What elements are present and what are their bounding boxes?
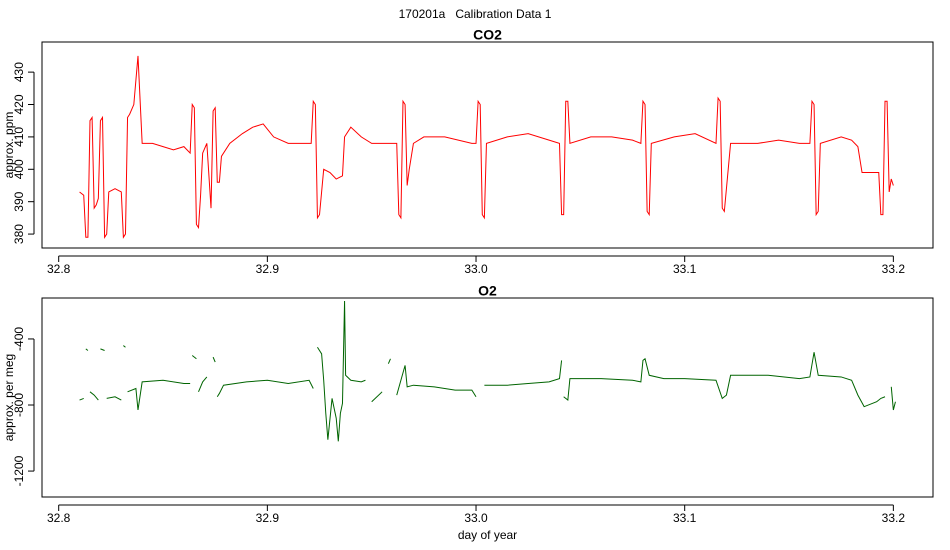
- y-tick-label: 420: [12, 94, 26, 114]
- x-tick-label: 33.0: [464, 262, 488, 276]
- y-axis-label: approx. per meg: [2, 354, 16, 441]
- plot-frame: [41, 41, 934, 249]
- x-tick-label: 33.1: [673, 262, 697, 276]
- x-tick-label: 32.8: [47, 262, 71, 276]
- y-tick-label: 400: [12, 159, 26, 179]
- y-tick-label: -400: [12, 327, 26, 351]
- y-axis-label: approx. ppm: [2, 112, 16, 179]
- x-tick-label: 33.1: [673, 511, 697, 525]
- y-tick-label: -800: [12, 393, 26, 417]
- x-tick-label: 33.2: [882, 262, 906, 276]
- y-tick-label: 380: [12, 224, 26, 244]
- plot-frame: [41, 297, 934, 498]
- x-tick-label: 33.2: [882, 511, 906, 525]
- x-axis-label: day of year: [458, 528, 517, 542]
- y-tick-label: 430: [12, 62, 26, 82]
- x-tick-label: 33.0: [464, 511, 488, 525]
- x-tick-label: 32.9: [256, 262, 280, 276]
- data-line: [79, 300, 896, 442]
- panel-title: CO2: [473, 27, 502, 43]
- x-tick-label: 32.8: [47, 511, 71, 525]
- panel-title: O2: [478, 283, 497, 299]
- y-tick-label: -1200: [12, 455, 26, 486]
- data-line: [79, 55, 894, 239]
- page-title: 170201a Calibration Data 1: [399, 7, 552, 21]
- x-tick-label: 32.9: [256, 511, 280, 525]
- y-tick-label: 390: [12, 191, 26, 211]
- y-tick-label: 410: [12, 127, 26, 147]
